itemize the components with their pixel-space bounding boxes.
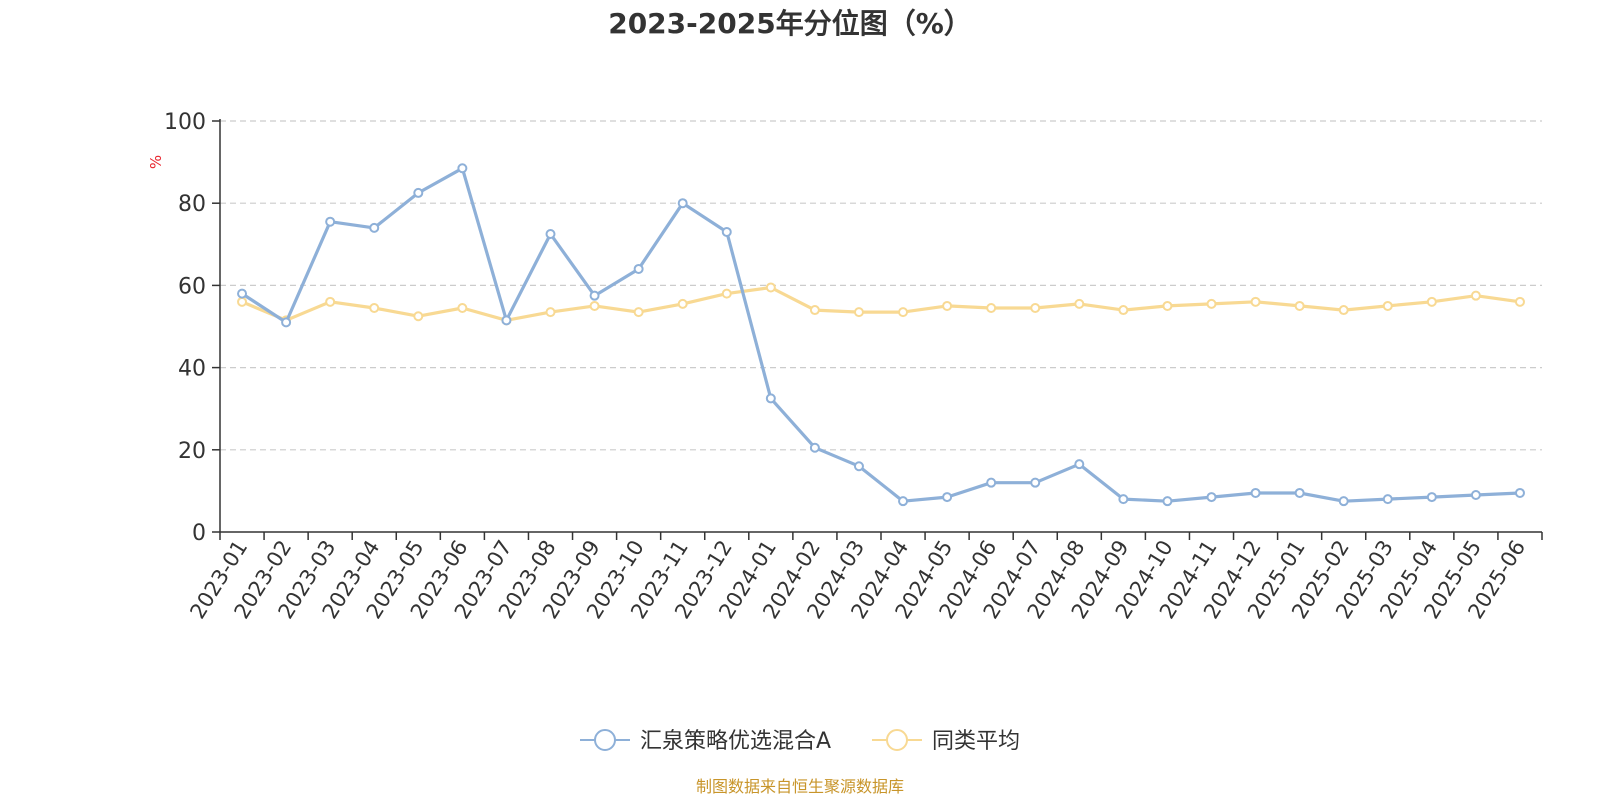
data-point <box>986 303 997 314</box>
data-point <box>1118 305 1129 316</box>
y-tick-label: 100 <box>164 110 206 135</box>
data-point <box>942 492 953 503</box>
data-point <box>721 226 732 237</box>
data-point <box>765 282 776 293</box>
series-1 <box>237 163 1525 507</box>
data-point <box>1514 487 1525 498</box>
data-point <box>677 198 688 209</box>
data-point <box>1426 492 1437 503</box>
y-tick-label: 60 <box>178 274 206 299</box>
data-point <box>1030 303 1041 314</box>
series-line <box>240 166 1522 503</box>
data-point <box>1470 490 1481 501</box>
data-point <box>413 187 424 198</box>
y-tick-label: 80 <box>178 192 206 217</box>
legend-label: 汇泉策略优选混合A <box>640 729 831 754</box>
data-point <box>1382 300 1393 311</box>
chart-title: 2023-2025年分位图（%） <box>608 7 972 40</box>
data-point <box>1074 298 1085 309</box>
y-tick-label: 40 <box>178 357 206 382</box>
data-point <box>1118 494 1129 505</box>
grid-lines <box>220 120 1542 451</box>
data-point <box>545 307 556 318</box>
data-point <box>677 298 688 309</box>
data-point <box>633 263 644 274</box>
y-tick-label: 20 <box>178 439 206 464</box>
data-point <box>589 290 600 301</box>
data-point <box>986 477 997 488</box>
legend-marker <box>886 729 908 751</box>
data-point <box>1338 305 1349 316</box>
x-tick-labels: 2023-012023-022023-032023-042023-052023-… <box>185 536 1530 623</box>
data-point <box>281 317 292 328</box>
data-point <box>633 307 644 318</box>
data-point <box>237 288 248 299</box>
data-point <box>545 229 556 240</box>
series-2 <box>237 282 1525 326</box>
data-point <box>369 303 380 314</box>
y-axis-label: % <box>147 155 165 169</box>
data-point <box>721 288 732 299</box>
data-point <box>1162 300 1173 311</box>
data-point <box>809 442 820 453</box>
legend-marker <box>594 729 616 751</box>
series-line <box>240 285 1522 322</box>
y-tick-labels: 0 20 40 60 80 100 <box>164 110 206 546</box>
data-point <box>853 307 864 318</box>
data-point <box>325 296 336 307</box>
data-point <box>325 216 336 227</box>
data-point <box>1162 496 1173 507</box>
data-point <box>457 303 468 314</box>
legend[interactable]: 汇泉策略优选混合A 同类平均 <box>580 729 1020 754</box>
data-point <box>1206 298 1217 309</box>
data-point <box>765 393 776 404</box>
data-point <box>1470 290 1481 301</box>
data-point <box>1294 487 1305 498</box>
data-point <box>369 222 380 233</box>
data-point <box>457 163 468 174</box>
data-point <box>1206 492 1217 503</box>
data-point <box>1382 494 1393 505</box>
data-point <box>898 496 909 507</box>
legend-item-1[interactable]: 汇泉策略优选混合A <box>580 729 831 754</box>
data-point <box>898 307 909 318</box>
data-point <box>413 311 424 322</box>
data-point <box>809 305 820 316</box>
data-point <box>1514 296 1525 307</box>
data-point <box>942 300 953 311</box>
data-point <box>1250 487 1261 498</box>
data-point <box>1250 296 1261 307</box>
data-point <box>589 300 600 311</box>
legend-label: 同类平均 <box>932 729 1020 754</box>
data-point <box>1426 296 1437 307</box>
data-point <box>1294 300 1305 311</box>
data-point <box>501 315 512 326</box>
data-point <box>237 296 248 307</box>
series-layer <box>237 163 1525 507</box>
data-point <box>1338 496 1349 507</box>
data-point <box>853 461 864 472</box>
axes <box>212 119 1543 540</box>
y-tick-label: 0 <box>192 521 206 546</box>
source-note: 制图数据来自恒生聚源数据库 <box>696 777 904 796</box>
data-point <box>1074 459 1085 470</box>
legend-item-2[interactable]: 同类平均 <box>872 729 1020 754</box>
data-point <box>1030 477 1041 488</box>
